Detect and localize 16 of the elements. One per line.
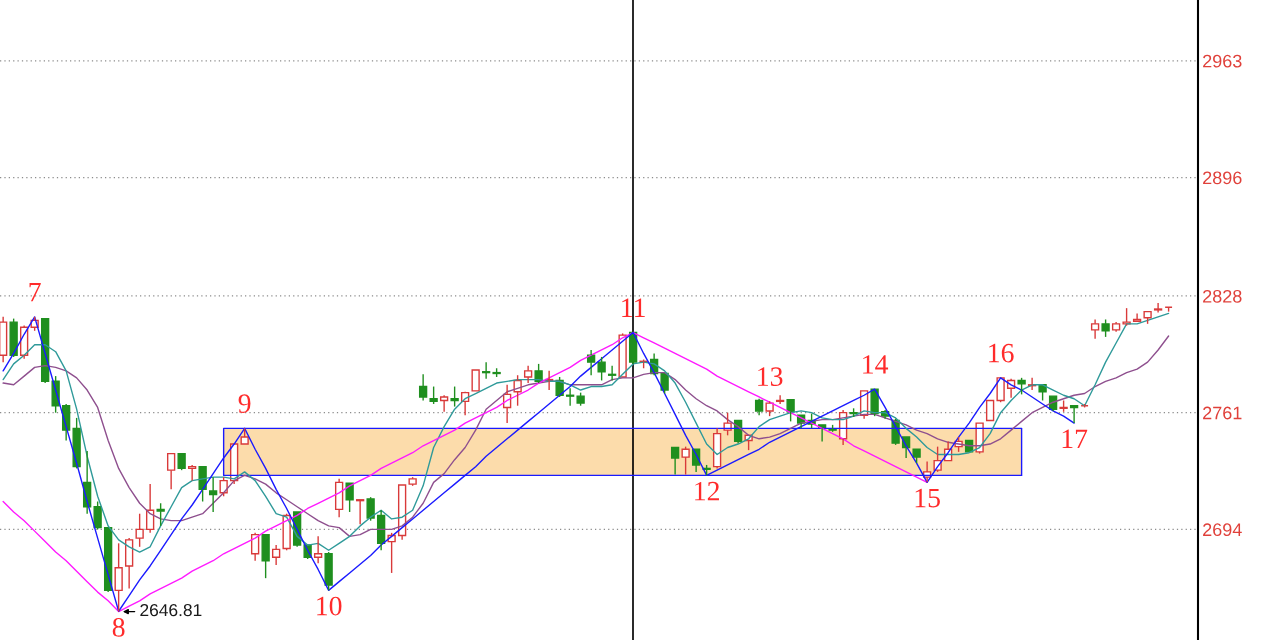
text: 13: [758, 367, 783, 386]
data-label: 2646.81: [140, 603, 202, 617]
y-tick-label: 2828: [1203, 289, 1242, 303]
y-tick-label: 2694: [1203, 523, 1242, 537]
text: 8: [112, 617, 125, 637]
y-tick-label: 2963: [1203, 54, 1242, 68]
text: 17: [1062, 429, 1088, 448]
text: 16: [989, 343, 1014, 363]
text: 12: [695, 481, 719, 501]
y-tick-label: 2761: [1203, 406, 1242, 420]
text: 15: [915, 488, 940, 508]
text: 14: [863, 355, 889, 374]
text: 7: [29, 283, 41, 302]
y-tick-label: 2896: [1203, 171, 1242, 185]
text: 10: [317, 596, 342, 616]
text: 9: [238, 394, 251, 413]
